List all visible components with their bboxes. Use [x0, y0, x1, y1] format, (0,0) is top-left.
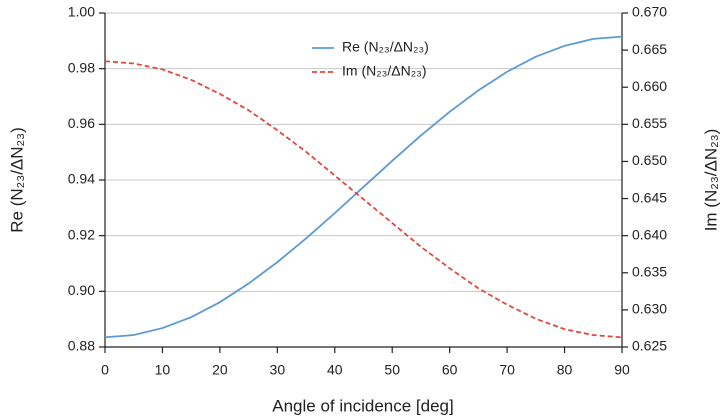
- series-line: [104, 60, 623, 339]
- y-tick-label: 0.94: [68, 171, 95, 187]
- series-line: [104, 35, 623, 339]
- y2-tick-label: 0.655: [632, 115, 667, 131]
- y2-tick-label: 0.660: [632, 78, 667, 94]
- y-tick-label: 0.88: [68, 338, 95, 354]
- y-axis-label: Re (N₂₃/ΔN₂₃): [7, 127, 26, 232]
- y2-tick-label: 0.625: [632, 338, 667, 354]
- x-tick-label: 70: [499, 362, 515, 378]
- x-tick-label: 80: [557, 362, 573, 378]
- y-tick-label: 0.96: [68, 115, 95, 131]
- legend-label: Re (N₂₃/ΔN₂₃): [342, 39, 429, 55]
- y2-tick-label: 0.635: [632, 263, 667, 279]
- y-tick-label: 0.92: [68, 226, 95, 242]
- x-tick-label: 40: [327, 362, 343, 378]
- y-tick-label: 1.00: [68, 4, 95, 20]
- x-tick-label: 60: [442, 362, 458, 378]
- x-tick-label: 90: [614, 362, 630, 378]
- y2-tick-label: 0.665: [632, 41, 667, 57]
- x-tick-label: 50: [384, 362, 400, 378]
- y-tick-label: 0.98: [68, 59, 95, 75]
- x-tick-label: 20: [212, 362, 228, 378]
- y2-tick-label: 0.630: [632, 301, 667, 317]
- legend-label: Im (N₂₃/ΔN₂₃): [342, 63, 427, 79]
- x-tick-label: 10: [155, 362, 171, 378]
- y2-axis-label: Im (N₂₃/ΔN₂₃): [701, 129, 720, 232]
- x-tick-label: 30: [270, 362, 286, 378]
- y-tick-label: 0.90: [68, 282, 95, 298]
- x-axis-label: Angle of incidence [deg]: [272, 396, 453, 415]
- y2-tick-label: 0.650: [632, 152, 667, 168]
- y2-tick-label: 0.645: [632, 189, 667, 205]
- x-tick-label: 0: [101, 362, 109, 378]
- y2-tick-label: 0.640: [632, 226, 667, 242]
- y2-tick-label: 0.670: [632, 4, 667, 20]
